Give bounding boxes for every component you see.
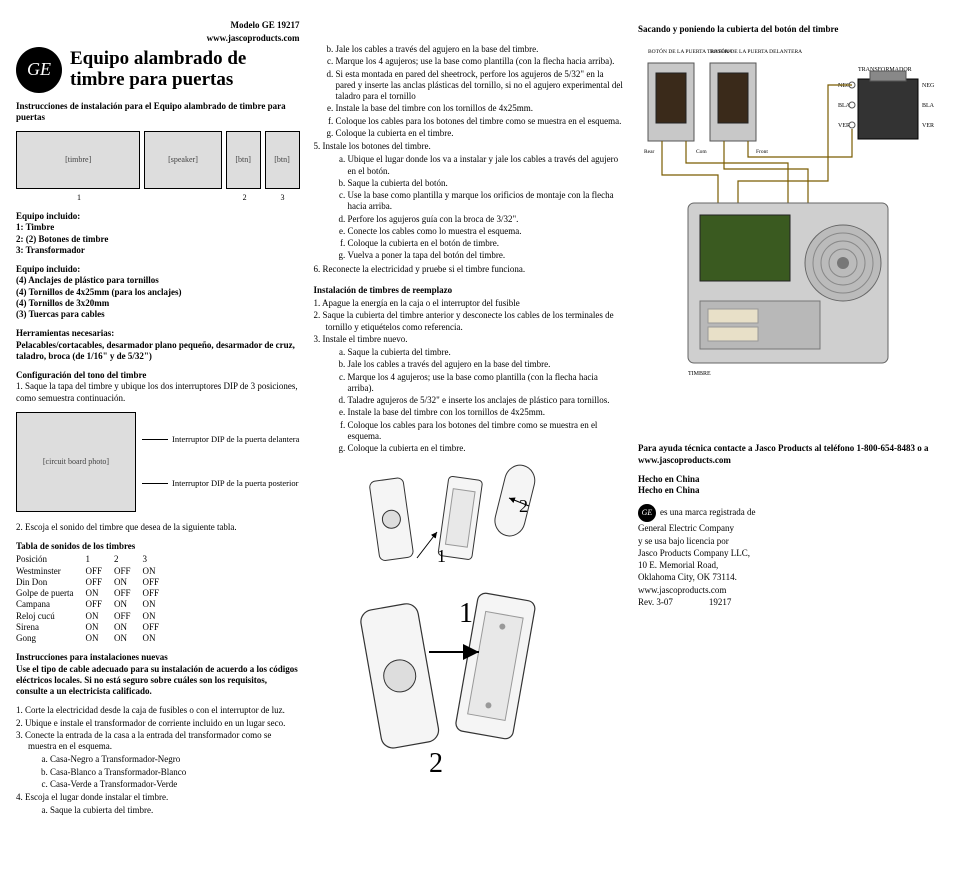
button-assembly-figure: 1 2 1 2: [314, 462, 625, 782]
equipment-item: 2: (2) Botones de timbre: [16, 234, 300, 245]
wiring-diagram-figure: BOTÓN DE LA PUERTA TRASERA BOTÓN DE LA P…: [638, 43, 938, 383]
trademark-block: GEes una marca registrada de General Ele…: [638, 504, 938, 608]
equipment2-item: (4) Anclajes de plástico para tornillos: [16, 275, 300, 286]
col2-cont-list: Jale los cables a través del agujero en …: [314, 44, 625, 139]
equipment-heading: Equipo incluido:: [16, 211, 300, 222]
svg-text:VER: VER: [838, 123, 850, 129]
tone-step1: 1. Saque la tapa del timbre y ubique los…: [16, 381, 300, 404]
model-line: Modelo GE 19217: [16, 20, 300, 31]
made-in-1: Hecho en China: [638, 474, 938, 485]
svg-text:Rear: Rear: [644, 149, 655, 155]
svg-text:TIMBRE: TIMBRE: [688, 371, 711, 377]
ge-logo-small-icon: GE: [638, 504, 656, 522]
page-title: Equipo alambrado de timbre para puertas: [70, 49, 300, 91]
svg-text:Com: Com: [696, 149, 707, 155]
svg-text:BLA: BLA: [922, 103, 935, 109]
tone-step2: 2. Escoja el sonido del timbre que desea…: [16, 522, 300, 533]
svg-text:Front: Front: [756, 149, 768, 155]
svg-text:2: 2: [429, 748, 443, 779]
replace-heading: Instalación de timbres de reemplazo: [314, 285, 625, 296]
dip-switch-figure: [circuit board photo]: [16, 412, 136, 512]
equipment2-item: (3) Tuercas para cables: [16, 309, 300, 320]
newinstall-heading: Instrucciones para instalaciones nuevas: [16, 652, 300, 663]
svg-text:NEG: NEG: [922, 83, 935, 89]
tone-heading: Configuración del tono del timbre: [16, 370, 300, 381]
newinstall-warning: Use el tipo de cable adecuado para su in…: [16, 664, 300, 698]
equipment-item: 1: Timbre: [16, 222, 300, 233]
sound-table: Posición 1 2 3 WestminsterOFFOFFON Din D…: [16, 554, 171, 644]
svg-text:2: 2: [519, 496, 528, 516]
equipment-item: 3: Transformador: [16, 245, 300, 256]
ge-logo-icon: GE: [16, 47, 62, 93]
svg-text:1: 1: [437, 546, 446, 566]
dip-rear-label: Interruptor DIP de la puerta posterior: [142, 478, 300, 489]
newinstall-steps: 1. Corte la electricidad desde la caja d…: [16, 705, 300, 816]
tools-text: Pelacables/cortacables, desarmador plano…: [16, 340, 300, 363]
col2-steps56: 5. Instale los botones del timbre. Ubiqu…: [314, 141, 625, 275]
replace-steps: 1. Apague la energía en la caja o el int…: [314, 298, 625, 454]
col3-heading: Sacando y poniendo la cubierta del botón…: [638, 24, 938, 35]
equipment-figure-nums: 1 2 3: [16, 193, 300, 203]
support-text: Para ayuda técnica contacte a Jasco Prod…: [638, 443, 938, 466]
dip-front-label: Interruptor DIP de la puerta delantera: [142, 434, 300, 445]
intro-text: Instrucciones de instalación para el Equ…: [16, 101, 300, 124]
equipment2-item: (4) Tornillos de 3x20mm: [16, 298, 300, 309]
equipment2-item: (4) Tornillos de 4x25mm (para los anclaj…: [16, 287, 300, 298]
equipment2-heading: Equipo incluido:: [16, 264, 300, 275]
svg-text:VER: VER: [922, 123, 934, 129]
tools-heading: Herramientas necesarias:: [16, 328, 300, 339]
svg-text:BOTÓN DE LA PUERTA DELANTERA: BOTÓN DE LA PUERTA DELANTERA: [710, 47, 802, 55]
url-line: www.jascoproducts.com: [16, 33, 300, 44]
made-in-2: Hecho en China: [638, 485, 938, 496]
soundtable-heading: Tabla de sonidos de los timbres: [16, 541, 300, 552]
equipment-figure: [timbre] [speaker] [btn] [btn]: [16, 131, 300, 189]
svg-text:1: 1: [459, 598, 473, 629]
